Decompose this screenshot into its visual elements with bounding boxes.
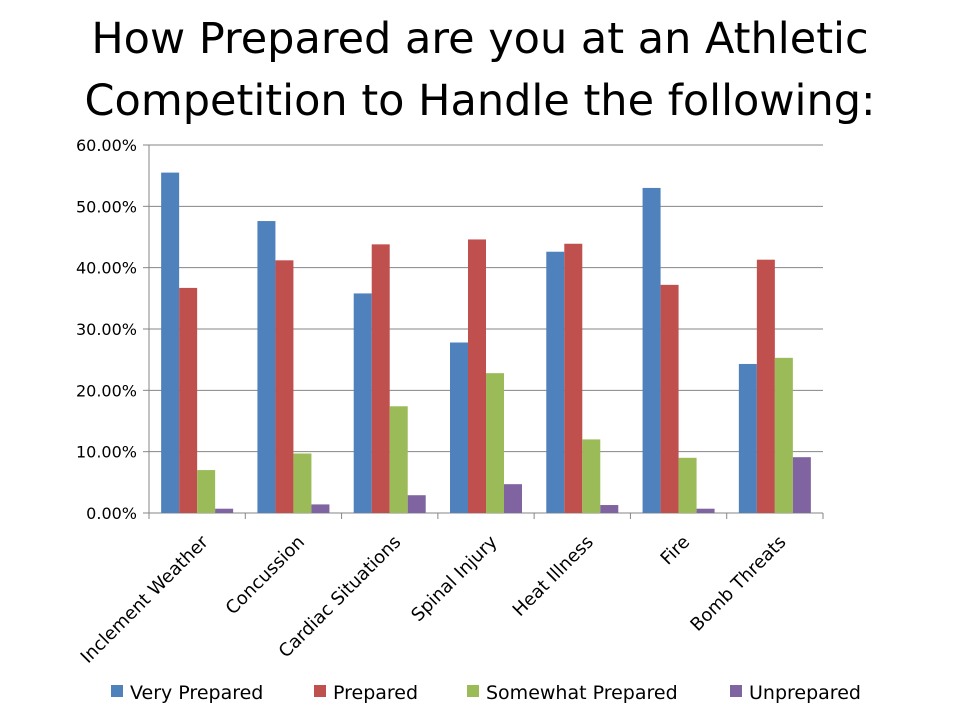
y-axis-tick-labels: 0.00% 10.00% 20.00% 30.00% 40.00% 50.00% 60.00… xyxy=(76,136,137,523)
bar-prepared xyxy=(468,239,486,513)
legend-swatch xyxy=(467,685,479,697)
legend-label: Very Prepared xyxy=(130,682,263,704)
x-category-label: Concussion xyxy=(222,532,309,619)
legend-swatch xyxy=(730,685,742,697)
legend-label: Prepared xyxy=(333,682,418,704)
bar-prepared xyxy=(275,260,294,513)
bar-unprepared xyxy=(504,484,522,513)
bar-very-prepared xyxy=(738,363,757,513)
legend-label: Somewhat Prepared xyxy=(486,682,678,704)
chart-title-line-1: How Prepared are you at an Athletic xyxy=(91,14,869,64)
bar-prepared xyxy=(371,244,390,514)
y-tick-label: 0.00% xyxy=(86,504,137,523)
bar-somewhat-prepared xyxy=(197,470,216,513)
bar-very-prepared xyxy=(450,342,468,513)
y-tick-label: 60.00% xyxy=(76,136,137,155)
bar-somewhat-prepared xyxy=(293,453,312,513)
bar-somewhat-prepared xyxy=(678,457,697,513)
bar-very-prepared xyxy=(642,187,661,513)
bar-prepared xyxy=(564,243,583,513)
bar-very-prepared xyxy=(353,293,372,513)
bar-somewhat-prepared xyxy=(486,373,504,513)
y-tick-label: 50.00% xyxy=(76,197,137,216)
x-category-label: Fire xyxy=(657,532,695,570)
chart-title-line-2: Competition to Handle the following: xyxy=(84,76,876,126)
bar-unprepared xyxy=(792,457,811,513)
bar-somewhat-prepared xyxy=(389,406,408,513)
x-category-label: Bomb Threats xyxy=(686,532,790,636)
bar-unprepared xyxy=(407,495,426,513)
bar-somewhat-prepared xyxy=(774,357,793,513)
bar-very-prepared xyxy=(161,172,180,513)
bar-prepared xyxy=(660,284,679,513)
x-category-label: Inclement Weather xyxy=(77,531,213,667)
chart-title: How Prepared are you at an Athletic Comp… xyxy=(0,8,960,132)
legend-label: Unprepared xyxy=(749,682,861,704)
y-tick-label: 30.00% xyxy=(76,320,137,339)
bar-unprepared xyxy=(311,504,330,513)
bar-unprepared xyxy=(696,508,715,513)
bar-very-prepared xyxy=(257,221,276,513)
y-tick-label: 20.00% xyxy=(76,381,137,400)
bar-prepared xyxy=(756,259,775,513)
x-category-label: Heat Illness xyxy=(509,532,598,621)
legend-swatch xyxy=(314,685,326,697)
y-tick-label: 10.00% xyxy=(76,443,137,462)
bar-very-prepared xyxy=(546,251,565,513)
bar-unprepared xyxy=(215,508,234,513)
legend-swatch xyxy=(111,685,123,697)
x-category-label: Spinal Injury xyxy=(407,531,501,625)
bar-somewhat-prepared xyxy=(582,439,601,513)
legend: Very Prepared Prepared Somewhat Prepared Un… xyxy=(111,682,861,704)
bar-prepared xyxy=(179,287,198,513)
bars xyxy=(161,172,811,514)
y-tick-label: 40.00% xyxy=(76,259,137,278)
bar-unprepared xyxy=(600,505,619,513)
